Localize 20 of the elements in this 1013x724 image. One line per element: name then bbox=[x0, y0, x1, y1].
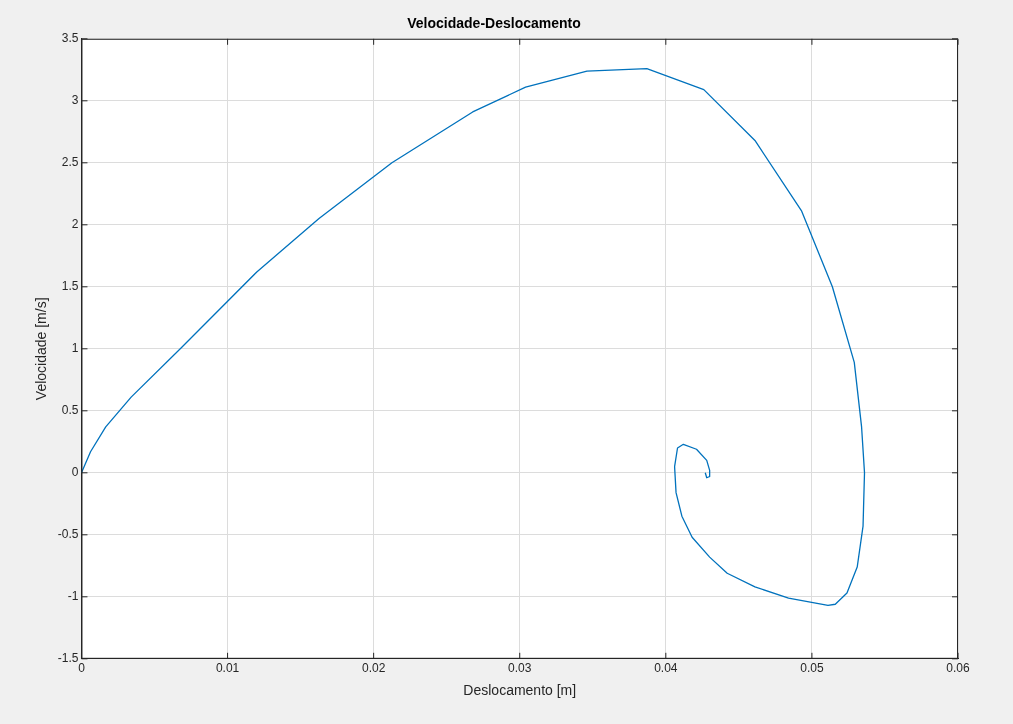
y-tick-label: 3 bbox=[71, 93, 79, 108]
y-tick-label: 2 bbox=[71, 217, 79, 232]
y-tick-label: 3.5 bbox=[61, 31, 79, 46]
x-tick-label: 0.01 bbox=[215, 661, 240, 676]
x-tick-label: 0.05 bbox=[800, 661, 824, 676]
x-tick-label: 0.04 bbox=[654, 661, 678, 676]
y-tick-label: 1.5 bbox=[61, 279, 79, 294]
y-axis-title: Velocidade [m/s] bbox=[33, 297, 50, 401]
x-tick-label: 0.06 bbox=[946, 661, 970, 676]
y-tick-label: -0.5 bbox=[57, 527, 79, 542]
y-tick-label: 1 bbox=[71, 341, 79, 356]
x-axis-title: Deslocamento [m] bbox=[463, 682, 577, 699]
y-tick-label: 0 bbox=[71, 465, 79, 480]
y-tick-label: 2.5 bbox=[61, 155, 79, 170]
y-tick-label: -1 bbox=[67, 589, 79, 604]
y-tick-label: 0.5 bbox=[61, 403, 79, 418]
y-tick-label: -1.5 bbox=[57, 651, 79, 666]
x-tick-label: 0.03 bbox=[508, 661, 532, 676]
chart-title: Velocidade-Deslocamento bbox=[407, 15, 581, 32]
x-tick-label: 0.02 bbox=[361, 661, 386, 676]
